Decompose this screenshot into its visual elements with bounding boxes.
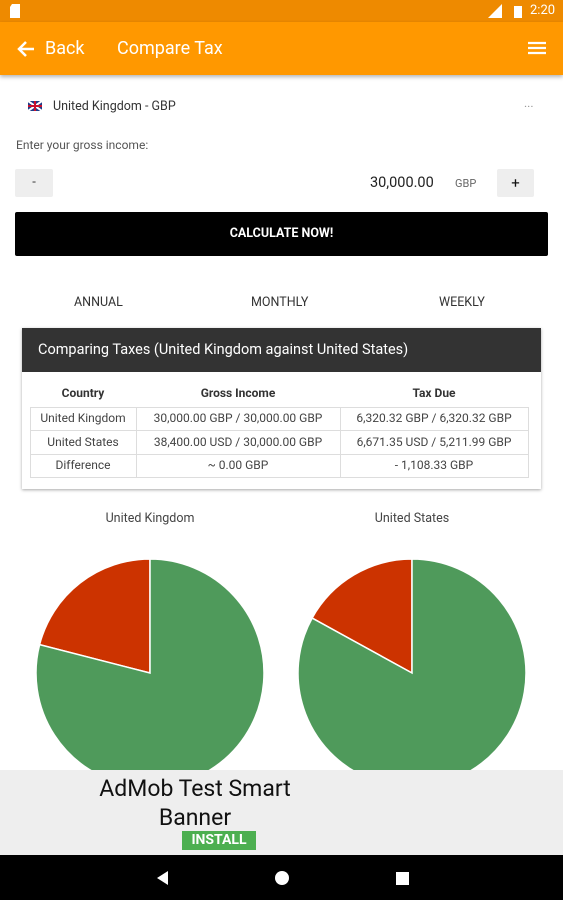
country-menu[interactable]: ... xyxy=(524,96,534,110)
table-header: Gross Income xyxy=(200,386,276,400)
minus-button[interactable]: - xyxy=(15,169,53,197)
navigation-bar xyxy=(0,855,563,900)
chart-title: United States xyxy=(375,511,449,526)
app-title: Compare Tax xyxy=(117,38,223,59)
status-bar: 2:20 xyxy=(0,0,563,22)
table-cell: - 1,108.33 GBP xyxy=(394,458,474,472)
table-cell: 6,671.35 USD / 5,211.99 GBP xyxy=(356,434,512,449)
country-select[interactable]: United Kingdom - GBP xyxy=(53,99,176,114)
income-amount[interactable]: 30,000.00 xyxy=(370,174,434,191)
clock: 2:20 xyxy=(530,3,556,18)
table-header: Country xyxy=(61,386,105,400)
sd-icon xyxy=(10,4,20,18)
table-cell: ~ 0.00 GBP xyxy=(207,458,269,472)
back-button[interactable]: Back xyxy=(45,38,85,59)
table-cell: United States xyxy=(47,434,119,449)
currency: GBP xyxy=(455,177,477,190)
table-title: Comparing Taxes (United Kingdom against … xyxy=(22,328,541,372)
plus-button[interactable]: + xyxy=(497,169,534,197)
tab[interactable]: ANNUAL xyxy=(74,295,123,310)
table-header: Tax Due xyxy=(412,386,456,400)
signal-icons xyxy=(488,4,522,18)
menu-button[interactable] xyxy=(528,41,546,55)
table-grid xyxy=(30,407,529,478)
nav-back[interactable] xyxy=(157,871,168,885)
tab[interactable]: WEEKLY xyxy=(439,295,485,310)
tab[interactable]: MONTHLY xyxy=(251,295,309,310)
nav-recents[interactable] xyxy=(396,872,409,885)
table-cell: United Kingdom xyxy=(40,411,126,425)
nav-home[interactable] xyxy=(275,871,289,885)
back-arrow[interactable] xyxy=(17,40,35,58)
pie-slice xyxy=(35,558,265,788)
install-button[interactable]: INSTALL xyxy=(182,831,256,850)
pie-slice xyxy=(311,558,413,675)
table-cell: 6,320.32 GBP / 6,320.32 GBP xyxy=(356,411,512,425)
table-cell: 30,000.00 GBP / 30,000.00 GBP xyxy=(153,411,323,425)
chart-title: United Kingdom xyxy=(106,511,195,526)
calculate-button[interactable]: CALCULATE NOW! xyxy=(15,212,548,256)
nav-buttons xyxy=(157,871,409,885)
ad-banner[interactable]: AdMob Test Smart Banner INSTALL xyxy=(0,770,563,855)
flag-icon xyxy=(28,101,42,111)
comparison-table: Comparing Taxes (United Kingdom against … xyxy=(22,328,541,489)
pie-slice xyxy=(38,558,151,674)
table-cell: Difference xyxy=(55,458,111,472)
app-bar: Back Compare Tax xyxy=(0,22,563,75)
table-cell: 38,400.00 USD / 30,000.00 GBP xyxy=(153,434,323,449)
income-label: Enter your gross income: xyxy=(16,138,149,152)
ad-title: AdMob Test Smart Banner xyxy=(99,775,291,831)
